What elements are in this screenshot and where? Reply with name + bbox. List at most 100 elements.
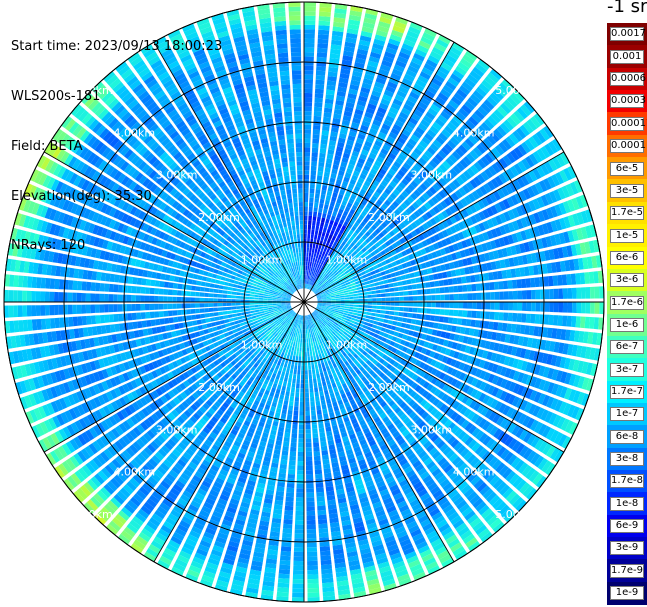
heatmap-cell bbox=[340, 297, 345, 300]
heatmap-cell bbox=[304, 211, 308, 216]
heatmap-cell bbox=[353, 296, 359, 299]
heatmap-cell bbox=[333, 12, 347, 19]
heatmap-cell bbox=[459, 159, 469, 169]
heatmap-cell bbox=[373, 278, 379, 283]
heatmap-cell bbox=[364, 13, 377, 21]
heatmap-cell bbox=[304, 138, 311, 143]
heatmap-cell bbox=[487, 180, 496, 191]
heatmap-cell bbox=[352, 117, 361, 125]
heatmap-cell bbox=[304, 70, 314, 75]
heatmap-cell bbox=[356, 218, 362, 225]
heatmap-cell bbox=[436, 203, 444, 212]
heatmap-cell bbox=[376, 293, 382, 298]
heatmap-cell bbox=[326, 80, 337, 87]
heatmap-cell bbox=[318, 16, 331, 22]
heatmap-cell bbox=[382, 144, 391, 152]
heatmap-cell bbox=[282, 367, 287, 373]
heatmap-cell bbox=[309, 346, 312, 352]
heatmap-cell bbox=[499, 122, 511, 134]
heatmap-cell bbox=[290, 350, 294, 356]
heatmap-cell bbox=[368, 56, 380, 64]
heatmap-cell bbox=[385, 85, 396, 94]
heatmap-cell bbox=[357, 44, 370, 51]
heatmap-cell bbox=[465, 275, 471, 283]
heatmap-cell bbox=[339, 270, 345, 275]
heatmap-cell bbox=[321, 277, 325, 282]
heatmap-cell bbox=[424, 132, 434, 142]
heatmap-cell bbox=[331, 225, 337, 231]
heatmap-cell bbox=[320, 236, 325, 242]
heatmap-cell bbox=[311, 286, 315, 291]
heatmap-cell bbox=[430, 288, 436, 294]
heatmap-cell bbox=[434, 315, 440, 322]
heatmap-cell bbox=[487, 150, 498, 161]
heatmap-cell bbox=[315, 284, 319, 289]
heatmap-cell bbox=[312, 276, 315, 282]
heatmap-cell bbox=[389, 311, 395, 316]
heatmap-cell bbox=[344, 243, 350, 249]
heatmap-cell bbox=[304, 124, 312, 130]
heatmap-cell bbox=[306, 515, 316, 521]
heatmap-cell bbox=[312, 257, 316, 263]
heatmap-cell bbox=[313, 382, 318, 388]
heatmap-cell bbox=[336, 146, 344, 153]
heatmap-cell bbox=[286, 354, 290, 360]
heatmap-cell bbox=[584, 316, 590, 329]
heatmap-cell bbox=[320, 395, 325, 401]
heatmap-cell bbox=[444, 309, 450, 316]
heatmap-cell bbox=[441, 210, 449, 219]
heatmap-cell bbox=[296, 374, 301, 380]
heatmap-cell bbox=[321, 577, 334, 584]
heatmap-cell bbox=[411, 87, 422, 96]
heatmap-cell bbox=[298, 429, 304, 434]
heatmap-cell bbox=[312, 266, 315, 272]
heatmap-cell bbox=[366, 156, 375, 164]
heatmap-cell bbox=[278, 426, 285, 433]
heatmap-cell bbox=[291, 383, 296, 388]
heatmap-cell bbox=[392, 282, 399, 287]
heatmap-cell bbox=[335, 303, 341, 306]
heatmap-cell bbox=[404, 174, 412, 183]
heatmap-cell bbox=[372, 298, 377, 302]
heatmap-cell bbox=[300, 374, 304, 380]
heatmap-cell bbox=[414, 227, 422, 235]
heatmap-cell bbox=[494, 144, 505, 156]
heatmap-cell bbox=[449, 46, 462, 57]
heatmap-cell bbox=[513, 163, 523, 175]
heatmap-cell bbox=[367, 247, 374, 254]
heatmap-cell bbox=[331, 268, 336, 273]
heatmap-cell bbox=[334, 279, 340, 284]
heatmap-cell bbox=[358, 95, 368, 103]
heatmap-cell bbox=[314, 97, 323, 103]
heatmap-cell bbox=[286, 386, 291, 392]
heatmap-cell bbox=[453, 302, 459, 309]
heatmap-cell bbox=[388, 38, 401, 47]
heatmap-cell bbox=[539, 128, 550, 141]
heatmap-cell bbox=[442, 174, 451, 183]
heatmap-cell bbox=[363, 116, 372, 123]
heatmap-cell bbox=[351, 225, 357, 232]
heatmap-cell bbox=[449, 302, 454, 309]
heatmap-cell bbox=[331, 122, 340, 129]
heatmap-cell bbox=[453, 293, 459, 301]
heatmap-cell bbox=[357, 133, 366, 140]
heatmap-cell bbox=[304, 111, 312, 116]
heatmap-cell bbox=[394, 302, 400, 306]
heatmap-cell bbox=[280, 546, 292, 552]
heatmap-cell bbox=[306, 279, 309, 285]
heatmap-cell bbox=[373, 320, 379, 325]
heatmap-cell bbox=[416, 313, 422, 320]
heatmap-cell bbox=[493, 281, 499, 290]
heatmap-cell bbox=[397, 136, 406, 145]
heatmap-cell bbox=[359, 153, 367, 161]
heatmap-cell bbox=[349, 304, 354, 307]
heatmap-cell bbox=[342, 115, 352, 122]
heatmap-cell bbox=[297, 465, 304, 471]
heatmap-cell bbox=[464, 138, 475, 148]
heatmap-cell bbox=[521, 278, 527, 288]
heatmap-cell bbox=[375, 289, 381, 294]
heatmap-cell bbox=[304, 152, 311, 157]
heatmap-cell bbox=[415, 105, 426, 114]
heatmap-cell bbox=[337, 223, 343, 229]
heatmap-cell bbox=[304, 129, 311, 134]
